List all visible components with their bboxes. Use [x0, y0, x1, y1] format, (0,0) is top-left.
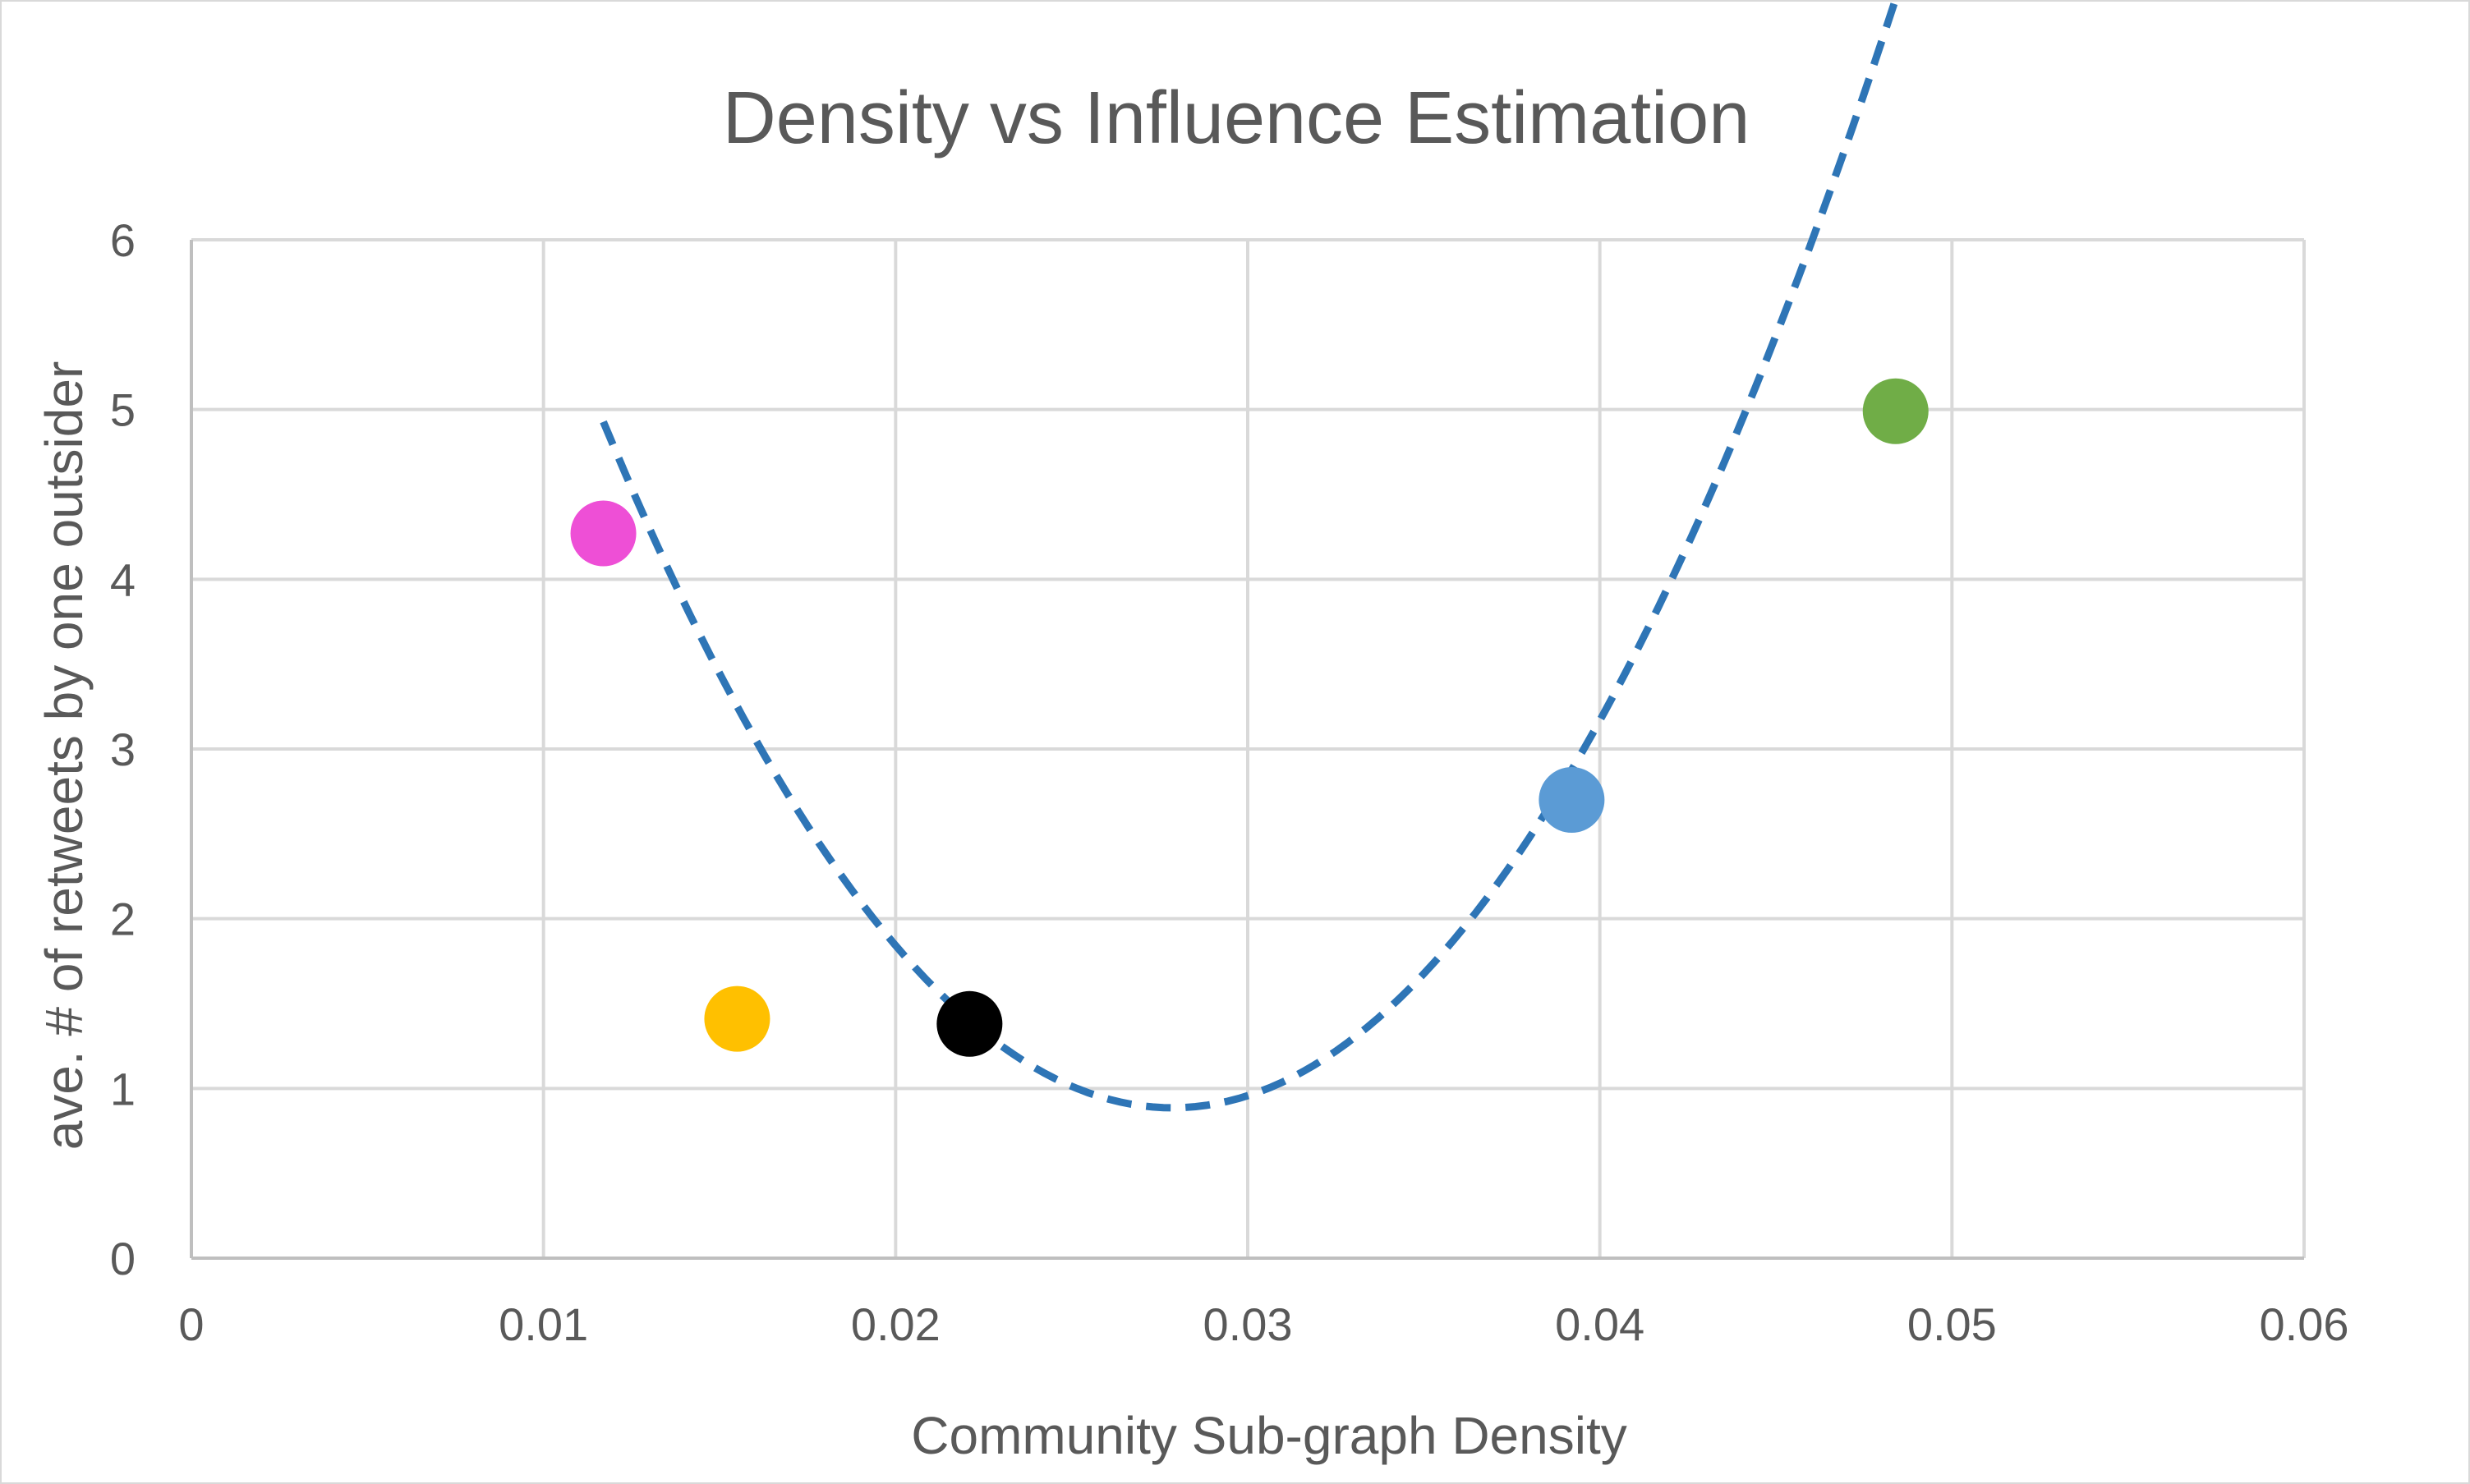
gridlines [190, 238, 2306, 1260]
chart-title: Density vs Influence Estimation [723, 77, 1750, 159]
axes [190, 240, 2304, 1260]
x-tick-label: 0.05 [1907, 1298, 1997, 1350]
trendline [600, 2, 1899, 1112]
x-tick-labels: 0 0.01 0.02 0.03 0.04 0.05 0.06 [178, 1298, 2348, 1350]
y-tick-label: 5 [110, 384, 136, 436]
y-tick-label: 3 [110, 724, 136, 775]
y-axis-label: ave. # of retweets by one outsider [34, 361, 94, 1151]
x-tick-label: 0.01 [499, 1298, 588, 1350]
data-point [570, 500, 637, 567]
x-tick-label: 0.04 [1555, 1298, 1644, 1350]
trendline-layer [600, 2, 1899, 1112]
x-axis-label: Community Sub-graph Density [911, 1406, 1626, 1465]
y-tick-label: 2 [110, 894, 136, 945]
y-tick-label: 0 [110, 1233, 136, 1284]
data-point [1862, 378, 1929, 444]
x-tick-label: 0.02 [851, 1298, 941, 1350]
y-tick-label: 1 [110, 1063, 136, 1114]
y-tick-label: 4 [110, 554, 136, 605]
data-point [1539, 767, 1605, 833]
y-tick-label: 6 [110, 214, 136, 266]
x-tick-label: 0 [178, 1298, 204, 1350]
data-point [936, 990, 1003, 1057]
data-points [570, 378, 1929, 1057]
y-tick-labels: 0 1 2 3 4 5 6 [110, 214, 136, 1284]
x-tick-label: 0.03 [1203, 1298, 1293, 1350]
x-tick-label: 0.06 [2260, 1298, 2349, 1350]
data-point [704, 986, 770, 1052]
